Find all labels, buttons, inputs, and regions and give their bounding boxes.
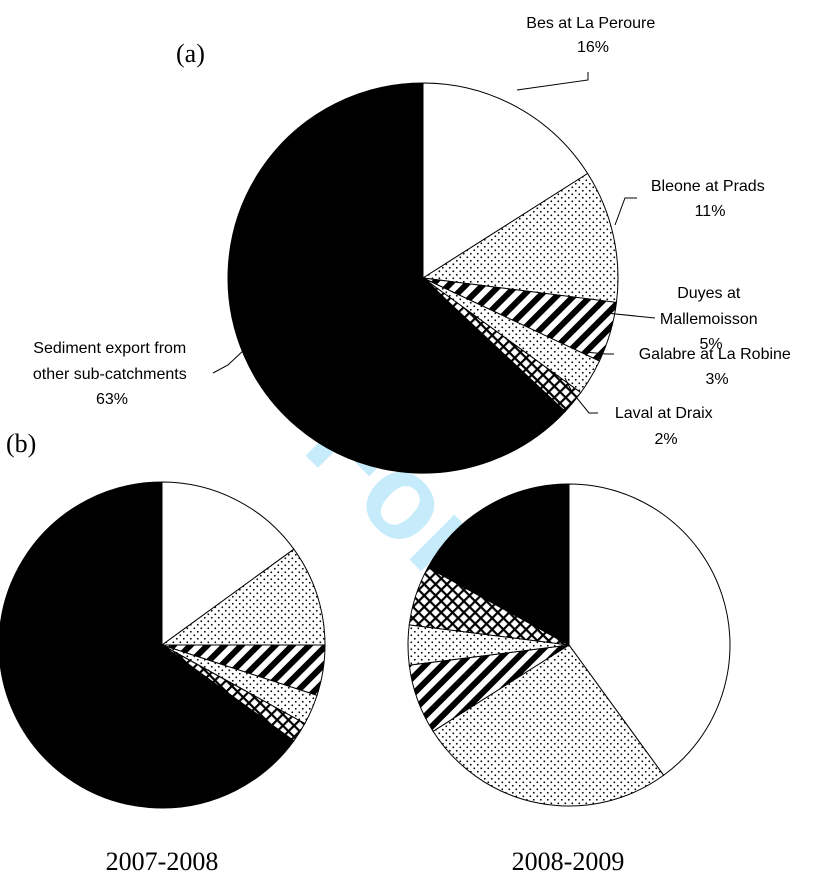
pie-a-slice-0 [422, 82, 589, 279]
pie-2008-2009-slice-0 [568, 483, 731, 776]
period-label-2008-2009: 2008-2009 [512, 847, 625, 876]
label-other-pct: 63% [96, 391, 128, 408]
label-bes-pct: 16% [577, 39, 609, 56]
label-galabre-pct: 3% [705, 371, 728, 388]
label-galabre-name: Galabre at La Robine [639, 346, 791, 363]
label-bes-name: Bes at La Peroure [526, 15, 655, 32]
label-duyes-pct: 5% [699, 336, 722, 353]
pie-chart-a [227, 82, 619, 474]
pie-a-slice-1 [421, 172, 619, 303]
label-other-name-1: Sediment export from [33, 340, 186, 357]
label-bes: Bes at La Peroure 16% [526, 15, 659, 56]
panel-label-b: (b) [6, 429, 36, 458]
label-laval-name: Laval at Draix [615, 405, 713, 422]
label-bleone-name: Bleone at Prads [651, 178, 765, 195]
pie-2007-2008-slice-1 [160, 548, 326, 646]
pie-chart-2007-2008 [0, 481, 326, 809]
label-laval: Laval at Draix 2% [615, 405, 717, 448]
pie-2008-2009-slice-5 [427, 483, 570, 646]
panel-label-a: (a) [176, 39, 205, 68]
period-label-2007-2008: 2007-2008 [106, 847, 219, 876]
pie-2008-2009-slice-1 [432, 644, 665, 807]
label-other: Sediment export from other sub-catchment… [33, 340, 191, 408]
label-galabre: Galabre at La Robine 3% [639, 346, 796, 388]
label-bleone-pct: 11% [695, 203, 726, 220]
slice-labels: Bes at La Peroure 16% Bleone at Prads 11… [33, 15, 796, 448]
label-duyes-name-2: Mallemoisson [660, 311, 758, 328]
pie-a-slice-5 [227, 82, 566, 474]
label-bleone: Bleone at Prads 11% [651, 178, 769, 220]
label-duyes-name-1: Duyes at [677, 285, 741, 302]
pie-2007-2008-slice-0 [161, 481, 295, 646]
pie-2007-2008-slice-5 [0, 481, 295, 809]
label-other-name-2: other sub-catchments [33, 366, 187, 383]
pie-chart-2008-2009 [407, 483, 731, 807]
label-duyes: Duyes at Mallemoisson 5% [660, 285, 762, 353]
label-laval-pct: 2% [654, 431, 677, 448]
leader-lines [212, 72, 656, 414]
